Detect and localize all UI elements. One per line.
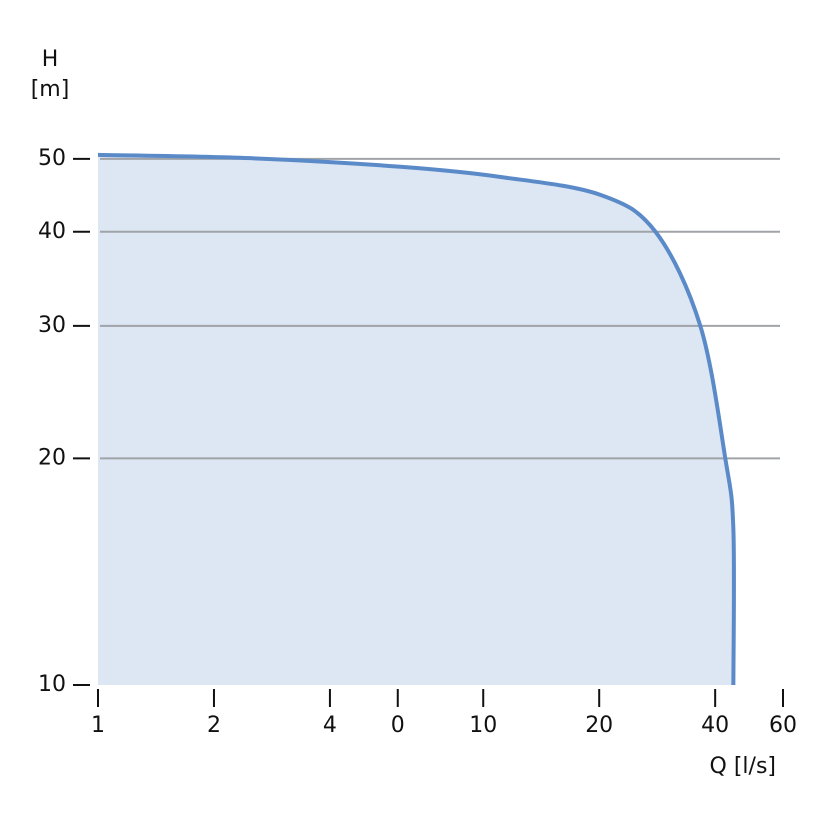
x-tick-label: 40 xyxy=(701,713,729,738)
x-axis-label: Q [l/s] xyxy=(710,754,776,779)
y-tick-label: 50 xyxy=(38,146,66,171)
y-tick-label: 20 xyxy=(38,445,66,470)
y-tick-label: 10 xyxy=(38,672,66,697)
x-tick-label: 1 xyxy=(91,713,105,738)
y-axis-unit: [m] xyxy=(31,77,70,102)
x-tick-label: 0 xyxy=(391,713,405,738)
x-tick-label: 20 xyxy=(585,713,613,738)
line xyxy=(97,152,736,686)
x-tick-label: 60 xyxy=(769,713,797,738)
x-tick-label: 10 xyxy=(469,713,497,738)
y-tick-label: 40 xyxy=(38,219,66,244)
y-axis-label: H xyxy=(42,47,59,72)
y-tick-label: 30 xyxy=(38,313,66,338)
x-tick-label: 2 xyxy=(207,713,221,738)
area xyxy=(98,154,734,686)
x-tick-label: 4 xyxy=(323,713,337,738)
